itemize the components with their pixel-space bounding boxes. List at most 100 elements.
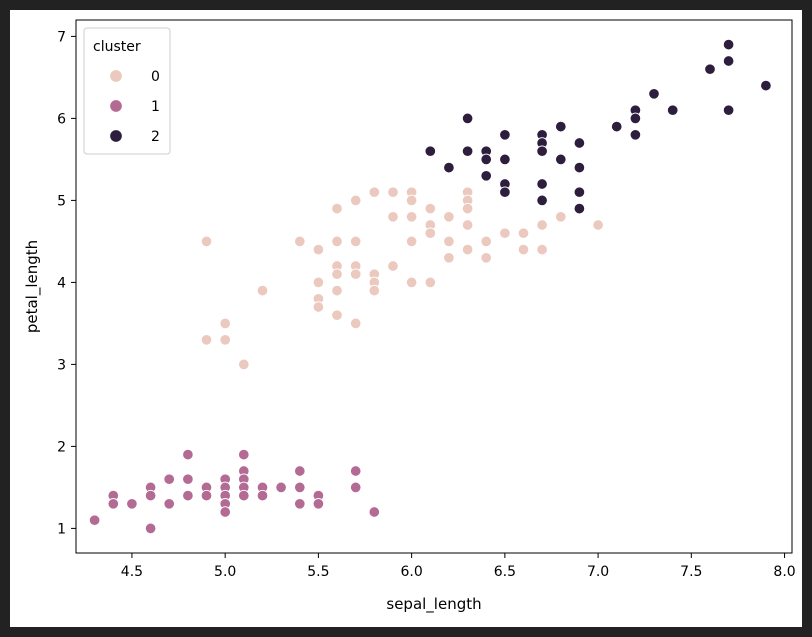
data-point-cluster-0 <box>312 301 325 313</box>
data-point-cluster-0 <box>424 227 437 239</box>
data-point-cluster-1 <box>275 481 287 494</box>
data-point-cluster-0 <box>219 317 231 330</box>
data-point-cluster-1 <box>144 522 157 535</box>
points-layer <box>88 38 772 535</box>
data-point-cluster-1 <box>200 489 213 502</box>
data-point-cluster-0 <box>555 211 567 223</box>
legend-title: cluster <box>93 39 141 55</box>
data-point-cluster-1 <box>368 506 381 518</box>
data-point-cluster-2 <box>499 186 511 198</box>
data-point-cluster-0 <box>424 276 437 289</box>
data-point-cluster-1 <box>163 498 175 510</box>
x-tick-label: 7.5 <box>680 564 702 580</box>
data-point-cluster-1 <box>182 473 194 485</box>
axis-ticks: 4.5 5.0 5.5 6.0 6.5 7.0 7.5 8.0 1 2 3 4 5 6 7 <box>57 29 796 580</box>
data-point-cluster-0 <box>461 202 474 215</box>
data-point-cluster-1 <box>294 498 306 510</box>
data-point-cluster-0 <box>405 235 418 248</box>
data-point-cluster-0 <box>331 309 343 321</box>
data-point-cluster-0 <box>461 243 474 256</box>
data-point-cluster-0 <box>443 211 455 223</box>
legend: cluster 0 1 2 <box>83 27 171 155</box>
data-point-cluster-2 <box>480 170 492 182</box>
legend-marker-cluster-1 <box>109 99 123 113</box>
data-point-cluster-2 <box>648 88 660 100</box>
scatter-chart: 4.5 5.0 5.5 6.0 6.5 7.0 7.5 8.0 1 2 3 4 5 6 7 sepal_le… <box>23 19 796 614</box>
y-axis-label: petal_length <box>23 240 42 333</box>
data-point-cluster-0 <box>219 334 231 346</box>
data-point-cluster-0 <box>443 252 455 264</box>
data-point-cluster-2 <box>461 145 474 157</box>
data-point-cluster-0 <box>368 186 381 198</box>
x-tick-label: 5.5 <box>307 564 329 580</box>
data-point-cluster-0 <box>387 186 399 198</box>
legend-label-cluster-2: 2 <box>151 129 160 145</box>
data-point-cluster-0 <box>405 211 418 223</box>
data-point-cluster-0 <box>294 235 306 248</box>
x-tick-label: 5.0 <box>214 564 236 580</box>
data-point-cluster-2 <box>666 104 679 116</box>
legend-marker-cluster-0 <box>109 69 123 83</box>
data-point-cluster-0 <box>536 219 548 231</box>
plot-area-frame <box>75 19 793 554</box>
data-point-cluster-0 <box>480 252 492 264</box>
data-point-cluster-0 <box>480 235 492 248</box>
data-point-cluster-2 <box>573 202 586 215</box>
data-point-cluster-2 <box>722 104 735 116</box>
data-point-cluster-0 <box>331 202 343 215</box>
data-point-cluster-0 <box>200 235 213 248</box>
data-point-cluster-2 <box>722 55 735 67</box>
y-tick-label: 2 <box>57 439 66 455</box>
data-point-cluster-1 <box>182 489 194 502</box>
y-tick-label: 4 <box>57 275 66 291</box>
legend-label-cluster-1: 1 <box>151 99 160 115</box>
data-point-cluster-1 <box>238 448 250 461</box>
data-point-cluster-1 <box>312 498 325 510</box>
data-point-cluster-0 <box>517 243 530 256</box>
data-point-cluster-0 <box>349 268 362 280</box>
data-point-cluster-2 <box>536 194 548 207</box>
data-point-cluster-0 <box>499 227 511 239</box>
data-point-cluster-1 <box>107 498 120 510</box>
data-point-cluster-2 <box>555 120 567 133</box>
data-point-cluster-2 <box>499 153 511 166</box>
data-point-cluster-0 <box>517 227 530 239</box>
data-point-cluster-1 <box>163 473 175 485</box>
data-point-cluster-0 <box>238 358 250 371</box>
y-tick-label: 1 <box>57 521 66 537</box>
data-point-cluster-2 <box>760 79 772 92</box>
data-point-cluster-1 <box>126 498 138 510</box>
data-point-cluster-0 <box>349 235 362 248</box>
x-tick-label: 6.5 <box>494 564 516 580</box>
data-point-cluster-0 <box>331 284 343 297</box>
data-point-cluster-0 <box>536 243 548 256</box>
y-tick-label: 3 <box>57 357 66 373</box>
data-point-cluster-0 <box>405 194 418 207</box>
data-point-cluster-2 <box>629 112 642 125</box>
data-point-cluster-0 <box>331 235 343 248</box>
legend-label-cluster-0: 0 <box>151 69 160 85</box>
data-point-cluster-2 <box>704 63 716 75</box>
data-point-cluster-0 <box>349 194 362 207</box>
data-point-cluster-1 <box>256 489 269 502</box>
x-tick-label: 7.0 <box>587 564 609 580</box>
data-point-cluster-1 <box>144 489 157 502</box>
data-point-cluster-1 <box>182 448 194 461</box>
data-point-cluster-1 <box>294 481 306 494</box>
data-point-cluster-2 <box>555 153 567 166</box>
data-point-cluster-2 <box>480 153 492 166</box>
data-point-cluster-0 <box>200 334 213 346</box>
data-point-cluster-2 <box>424 145 437 157</box>
data-point-cluster-1 <box>219 506 231 518</box>
legend-box <box>83 27 171 155</box>
y-tick-label: 7 <box>57 29 66 45</box>
x-tick-label: 8.0 <box>773 564 795 580</box>
data-point-cluster-2 <box>536 178 548 190</box>
data-point-cluster-0 <box>405 276 418 289</box>
data-point-cluster-0 <box>443 235 455 248</box>
data-point-cluster-0 <box>592 219 604 231</box>
data-point-cluster-0 <box>368 284 381 297</box>
data-point-cluster-0 <box>256 284 269 297</box>
data-point-cluster-0 <box>312 243 325 256</box>
x-tick-label: 6.0 <box>400 564 422 580</box>
